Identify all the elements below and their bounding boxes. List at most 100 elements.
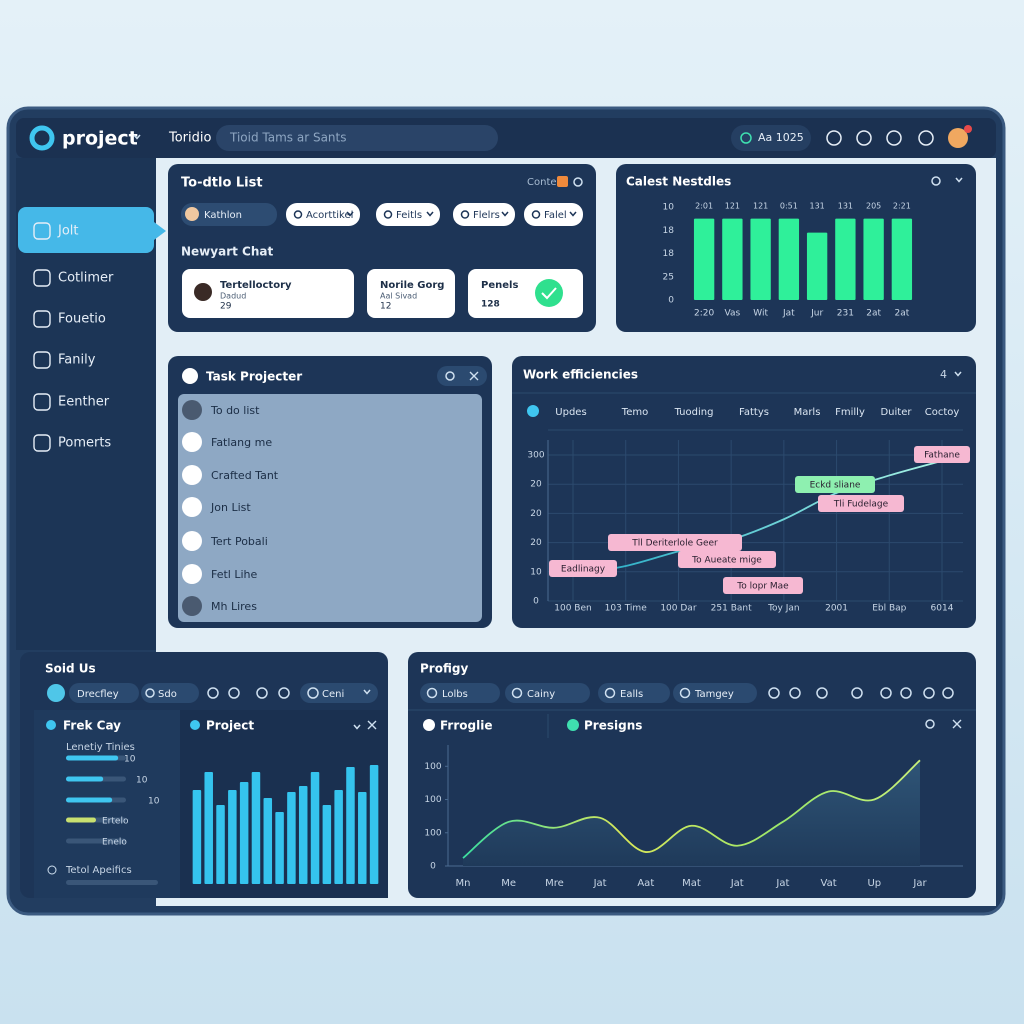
progress-label: 10 — [148, 797, 160, 807]
y-tick-label: 18 — [663, 226, 675, 236]
annotation-tag — [678, 551, 776, 568]
task-icon — [182, 497, 202, 517]
x-tick-label: Vat — [821, 878, 837, 889]
task-item[interactable]: Jon List — [210, 501, 251, 514]
avatar[interactable] — [948, 128, 968, 148]
sidebar-item[interactable]: Fanily — [58, 353, 96, 368]
task-item[interactable]: Fatlang me — [211, 436, 272, 449]
y-tick-label: 0 — [533, 597, 539, 607]
close-icon[interactable] — [469, 371, 479, 381]
x-tick-label: Jat — [730, 878, 744, 889]
toolbar-icon[interactable] — [918, 130, 934, 146]
x-tick-label: 103 Time — [605, 604, 648, 614]
icon — [511, 687, 523, 699]
check-icon — [541, 287, 557, 300]
icon — [679, 687, 691, 699]
sidebar-item[interactable]: Jolt — [57, 224, 79, 239]
y-tick-label: 100 — [424, 828, 441, 838]
toolbar-pill[interactable] — [69, 683, 139, 703]
subpanel-title: Project — [206, 719, 254, 733]
sidebar-item[interactable]: Eenther — [58, 395, 110, 410]
annotation-text: To lopr Mae — [736, 582, 789, 592]
icon — [145, 688, 155, 698]
bar — [310, 772, 320, 884]
card-name: Tertelloctory — [220, 280, 292, 291]
bar — [192, 790, 202, 884]
column-icon — [527, 405, 539, 417]
tab[interactable]: Presigns — [584, 719, 642, 733]
chevron-icon — [346, 211, 354, 217]
x-tick-label: 2at — [866, 309, 881, 319]
bar — [358, 792, 367, 884]
search-box[interactable] — [216, 125, 498, 151]
sidebar-icon — [33, 310, 51, 328]
panel-title: Soid Us — [45, 662, 96, 676]
area-fill — [463, 760, 920, 866]
toolbar-pill[interactable] — [141, 683, 199, 703]
card-value: 12 — [380, 302, 391, 312]
toolbar-pill[interactable] — [505, 683, 590, 703]
toolbar-icon[interactable] — [826, 130, 842, 146]
task-item[interactable]: Tert Pobali — [210, 535, 268, 548]
sidebar-icon — [33, 434, 51, 452]
chat-card[interactable] — [182, 269, 354, 318]
action-icon — [557, 176, 568, 187]
filter-button[interactable] — [453, 203, 515, 226]
task-item[interactable]: Mh Lires — [211, 600, 257, 613]
sidebar-item[interactable]: Pomerts — [58, 436, 111, 451]
column-header: Fattys — [739, 407, 769, 418]
toolbar-pill[interactable] — [598, 683, 670, 703]
list-title: Lenetiy Tinies — [66, 742, 135, 753]
chat-card[interactable] — [367, 269, 455, 318]
toolbar-icon[interactable] — [886, 130, 902, 146]
sidebar-item[interactable]: Cotlimer — [58, 271, 114, 286]
toolbar-label: Sdo — [158, 689, 177, 700]
footer-icon — [47, 865, 57, 875]
task-icon — [182, 465, 202, 485]
toolbar-icon — [942, 687, 954, 699]
subpanel-icon — [46, 720, 56, 730]
user-name: Kathlon — [204, 210, 242, 221]
bar — [722, 218, 743, 300]
close-icon[interactable] — [367, 720, 377, 730]
tab[interactable]: Frroglie — [440, 719, 492, 733]
y-tick-label: 100 — [424, 795, 441, 805]
bar — [835, 218, 856, 300]
annotation-text: Eadlinagy — [561, 565, 606, 575]
y-tick-label: 0 — [430, 862, 436, 872]
toolbar-pill[interactable] — [300, 683, 378, 703]
chevron-icon — [353, 724, 361, 730]
chat-card[interactable] — [468, 269, 583, 318]
filter-label: Feitls — [396, 210, 422, 221]
progress-label: 10 — [124, 755, 136, 765]
toolbar-icon — [923, 687, 935, 699]
filter-button[interactable] — [376, 203, 440, 226]
toolbar-label: Tamgey — [694, 689, 734, 700]
filter-button[interactable] — [286, 203, 360, 226]
card-value: 29 — [220, 302, 232, 312]
bar — [275, 812, 284, 884]
x-tick-label: Jat — [593, 878, 607, 889]
subpanel — [34, 710, 180, 898]
y-tick-label: 0 — [668, 296, 674, 306]
x-tick-label: Vas — [725, 309, 741, 319]
toolbar-pill[interactable] — [420, 683, 500, 703]
toolbar-icon — [900, 687, 912, 699]
x-tick-label: 251 Bant — [711, 604, 752, 614]
sidebar-item[interactable]: Fouetio — [58, 312, 106, 327]
chevron-icon — [426, 211, 434, 217]
close-icon[interactable] — [952, 719, 962, 729]
bar-label: 0:51 — [780, 202, 798, 211]
filter-button[interactable] — [524, 203, 583, 226]
x-tick-label: Jar — [912, 878, 927, 889]
toolbar-icon[interactable] — [856, 130, 872, 146]
toolbar-pill[interactable] — [673, 683, 757, 703]
task-item[interactable]: Crafted Tant — [211, 469, 279, 482]
task-item[interactable]: Fetl Lihe — [211, 568, 258, 581]
toolbar-icon — [768, 687, 780, 699]
bar-label: 121 — [753, 202, 768, 211]
x-tick-label: Wit — [753, 309, 768, 319]
annotation-text: Tli Fudelage — [833, 500, 889, 510]
task-item[interactable]: To do list — [210, 404, 260, 417]
